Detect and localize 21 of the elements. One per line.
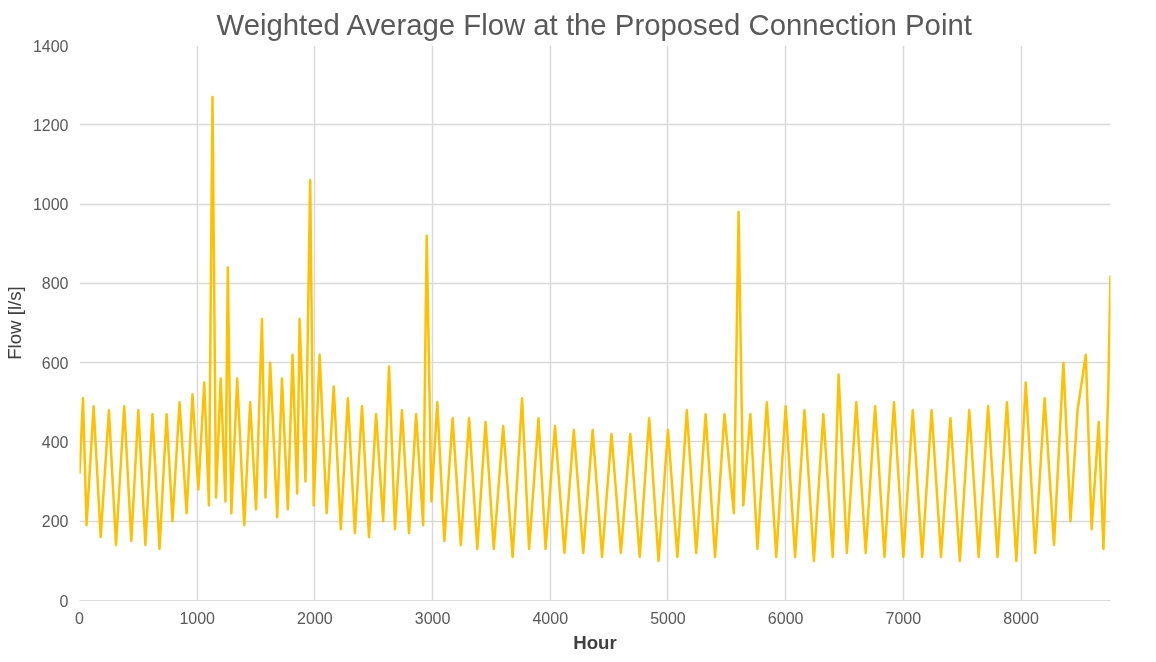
x-tick-label: 2000 [297,609,333,627]
x-axis-title: Hour [573,631,617,653]
x-tick-label: 6000 [767,609,804,627]
y-tick-label: 200 [41,513,69,531]
x-tick-label: 4000 [532,609,569,627]
y-tick-label: 1400 [32,37,69,55]
y-tick-label: 400 [41,433,69,451]
chart-title: Weighted Average Flow at the Proposed Connection Point [216,7,972,41]
x-tick-label: 1000 [179,609,216,627]
y-tick-label: 1200 [32,116,69,134]
x-tick-label: 5000 [650,609,686,627]
x-tick-label: 0 [75,609,85,627]
x-tick-label: 8000 [1003,609,1039,627]
y-tick-label: 1000 [32,196,69,214]
y-axis-title: Flow [l/s] [3,286,25,360]
y-tick-label: 600 [41,354,69,372]
line-series [79,95,1111,563]
x-tick-label: 3000 [414,609,451,627]
y-tick-label: 800 [41,275,69,293]
x-tick-label: 7000 [885,609,922,627]
y-tick-label: 0 [59,592,69,610]
